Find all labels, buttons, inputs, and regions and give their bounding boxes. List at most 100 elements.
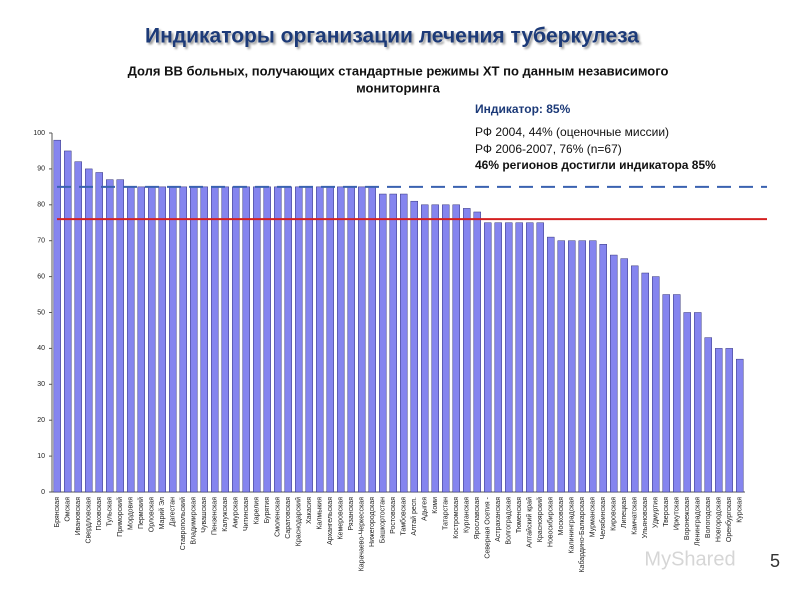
bar bbox=[505, 222, 513, 493]
bar bbox=[400, 193, 408, 493]
x-tick-label: Карачаево-Черкесская bbox=[359, 497, 366, 571]
bar bbox=[484, 222, 492, 493]
bar bbox=[536, 222, 544, 493]
bar bbox=[620, 258, 628, 493]
bar bbox=[673, 294, 681, 493]
x-tick-label: Кабардино-Балкарская bbox=[578, 497, 586, 573]
bar bbox=[389, 193, 397, 493]
bar bbox=[683, 312, 691, 493]
bar bbox=[442, 204, 450, 493]
bar bbox=[242, 186, 250, 493]
x-tick-label: Ивановская bbox=[75, 497, 82, 536]
bar bbox=[106, 179, 114, 493]
x-tick-label: Северная Осетия - bbox=[485, 496, 492, 558]
bar bbox=[158, 186, 166, 493]
bar bbox=[169, 186, 177, 493]
bar bbox=[631, 265, 639, 493]
x-tick-label: Алтайский край bbox=[526, 497, 534, 548]
x-tick-label: Архангельская bbox=[327, 497, 334, 545]
bar bbox=[662, 294, 670, 493]
y-tick-label: 50 bbox=[37, 309, 45, 316]
y-tick-label: 0 bbox=[41, 489, 45, 496]
x-tick-label: Карелия bbox=[254, 497, 261, 525]
x-tick-label: Иркутская bbox=[674, 497, 681, 530]
x-tick-label: Воронежская bbox=[684, 497, 691, 540]
x-tick-label: Омская bbox=[65, 497, 72, 522]
bar bbox=[190, 186, 198, 493]
bar bbox=[116, 179, 124, 493]
x-tick-label: Тамбовская bbox=[400, 497, 408, 536]
x-tick-label: Амурская bbox=[233, 497, 240, 528]
bar bbox=[463, 208, 471, 493]
subtitle: мониторинга bbox=[356, 80, 441, 95]
x-tick-label: Челябинская bbox=[599, 497, 607, 540]
x-tick-label: Тульская bbox=[107, 497, 114, 527]
bar bbox=[578, 240, 586, 493]
bar bbox=[179, 186, 187, 493]
bar bbox=[253, 186, 261, 493]
y-tick-label: 100 bbox=[33, 130, 45, 137]
bar bbox=[473, 211, 481, 493]
bar bbox=[221, 186, 229, 493]
bar bbox=[200, 186, 208, 493]
bar bbox=[274, 186, 282, 493]
bar bbox=[263, 186, 271, 493]
slide-number: 5 bbox=[770, 551, 780, 571]
bar bbox=[211, 186, 219, 493]
bar bbox=[232, 186, 240, 493]
bar bbox=[148, 186, 156, 493]
bar bbox=[610, 254, 618, 493]
bar bbox=[452, 204, 460, 493]
bar bbox=[410, 200, 418, 493]
bar bbox=[547, 236, 555, 493]
x-tick-label: Ростовская bbox=[390, 497, 397, 534]
x-tick-label: Кемеровская bbox=[338, 497, 345, 540]
x-tick-label: Читинская bbox=[243, 497, 250, 531]
x-tick-label: Тюменская bbox=[516, 497, 523, 533]
bar bbox=[127, 186, 135, 493]
x-tick-label: Кировская bbox=[611, 497, 618, 531]
y-tick-label: 30 bbox=[37, 381, 45, 388]
bar bbox=[694, 312, 702, 493]
bar bbox=[599, 244, 607, 493]
subtitle: Доля ВВ больных, получающих стандартные … bbox=[128, 63, 669, 78]
x-tick-label: Астраханская bbox=[495, 497, 502, 542]
y-tick-label: 70 bbox=[37, 238, 45, 245]
x-tick-label: Ставропольский bbox=[179, 497, 187, 550]
x-tick-label: Костромская bbox=[453, 497, 460, 539]
x-tick-label: Калининградская bbox=[569, 497, 576, 554]
bar bbox=[494, 222, 502, 493]
x-tick-label: Владимирская bbox=[191, 497, 198, 545]
bar bbox=[295, 186, 303, 493]
bar bbox=[641, 272, 649, 493]
x-tick-label: Оренбургская bbox=[725, 497, 733, 542]
bar bbox=[379, 193, 387, 493]
bar bbox=[589, 240, 597, 493]
x-tick-label: Нижегородская bbox=[369, 497, 376, 547]
bar bbox=[652, 276, 660, 493]
x-tick-label: Орловская bbox=[149, 497, 156, 532]
bar bbox=[284, 186, 292, 493]
x-tick-label: Калужская bbox=[222, 497, 229, 532]
x-tick-label: Тверская bbox=[663, 497, 670, 527]
bar bbox=[725, 348, 733, 493]
x-tick-label: Пермский bbox=[137, 497, 145, 529]
annotation: Индикатор: 85% bbox=[475, 102, 571, 116]
x-tick-label: Липецкая bbox=[621, 497, 628, 528]
y-tick-label: 10 bbox=[37, 453, 45, 460]
x-tick-label: Дагестан bbox=[170, 497, 177, 526]
annotation: РФ 2006-2007, 76% (n=67) bbox=[475, 142, 622, 156]
bar bbox=[715, 348, 723, 493]
watermark: MyShared bbox=[644, 548, 735, 570]
x-tick-label: Мурманская bbox=[590, 497, 597, 537]
y-tick-label: 90 bbox=[37, 166, 45, 173]
x-tick-label: Новосибирская bbox=[547, 497, 555, 547]
x-tick-label: Камчатская bbox=[632, 497, 639, 535]
x-tick-label: Ярославская bbox=[474, 497, 481, 540]
x-tick-label: Коми bbox=[432, 497, 439, 514]
bar bbox=[74, 161, 82, 493]
x-tick-label: Удмуртия bbox=[653, 497, 660, 528]
bar bbox=[85, 168, 93, 493]
x-tick-label: Бурятия bbox=[264, 497, 271, 524]
